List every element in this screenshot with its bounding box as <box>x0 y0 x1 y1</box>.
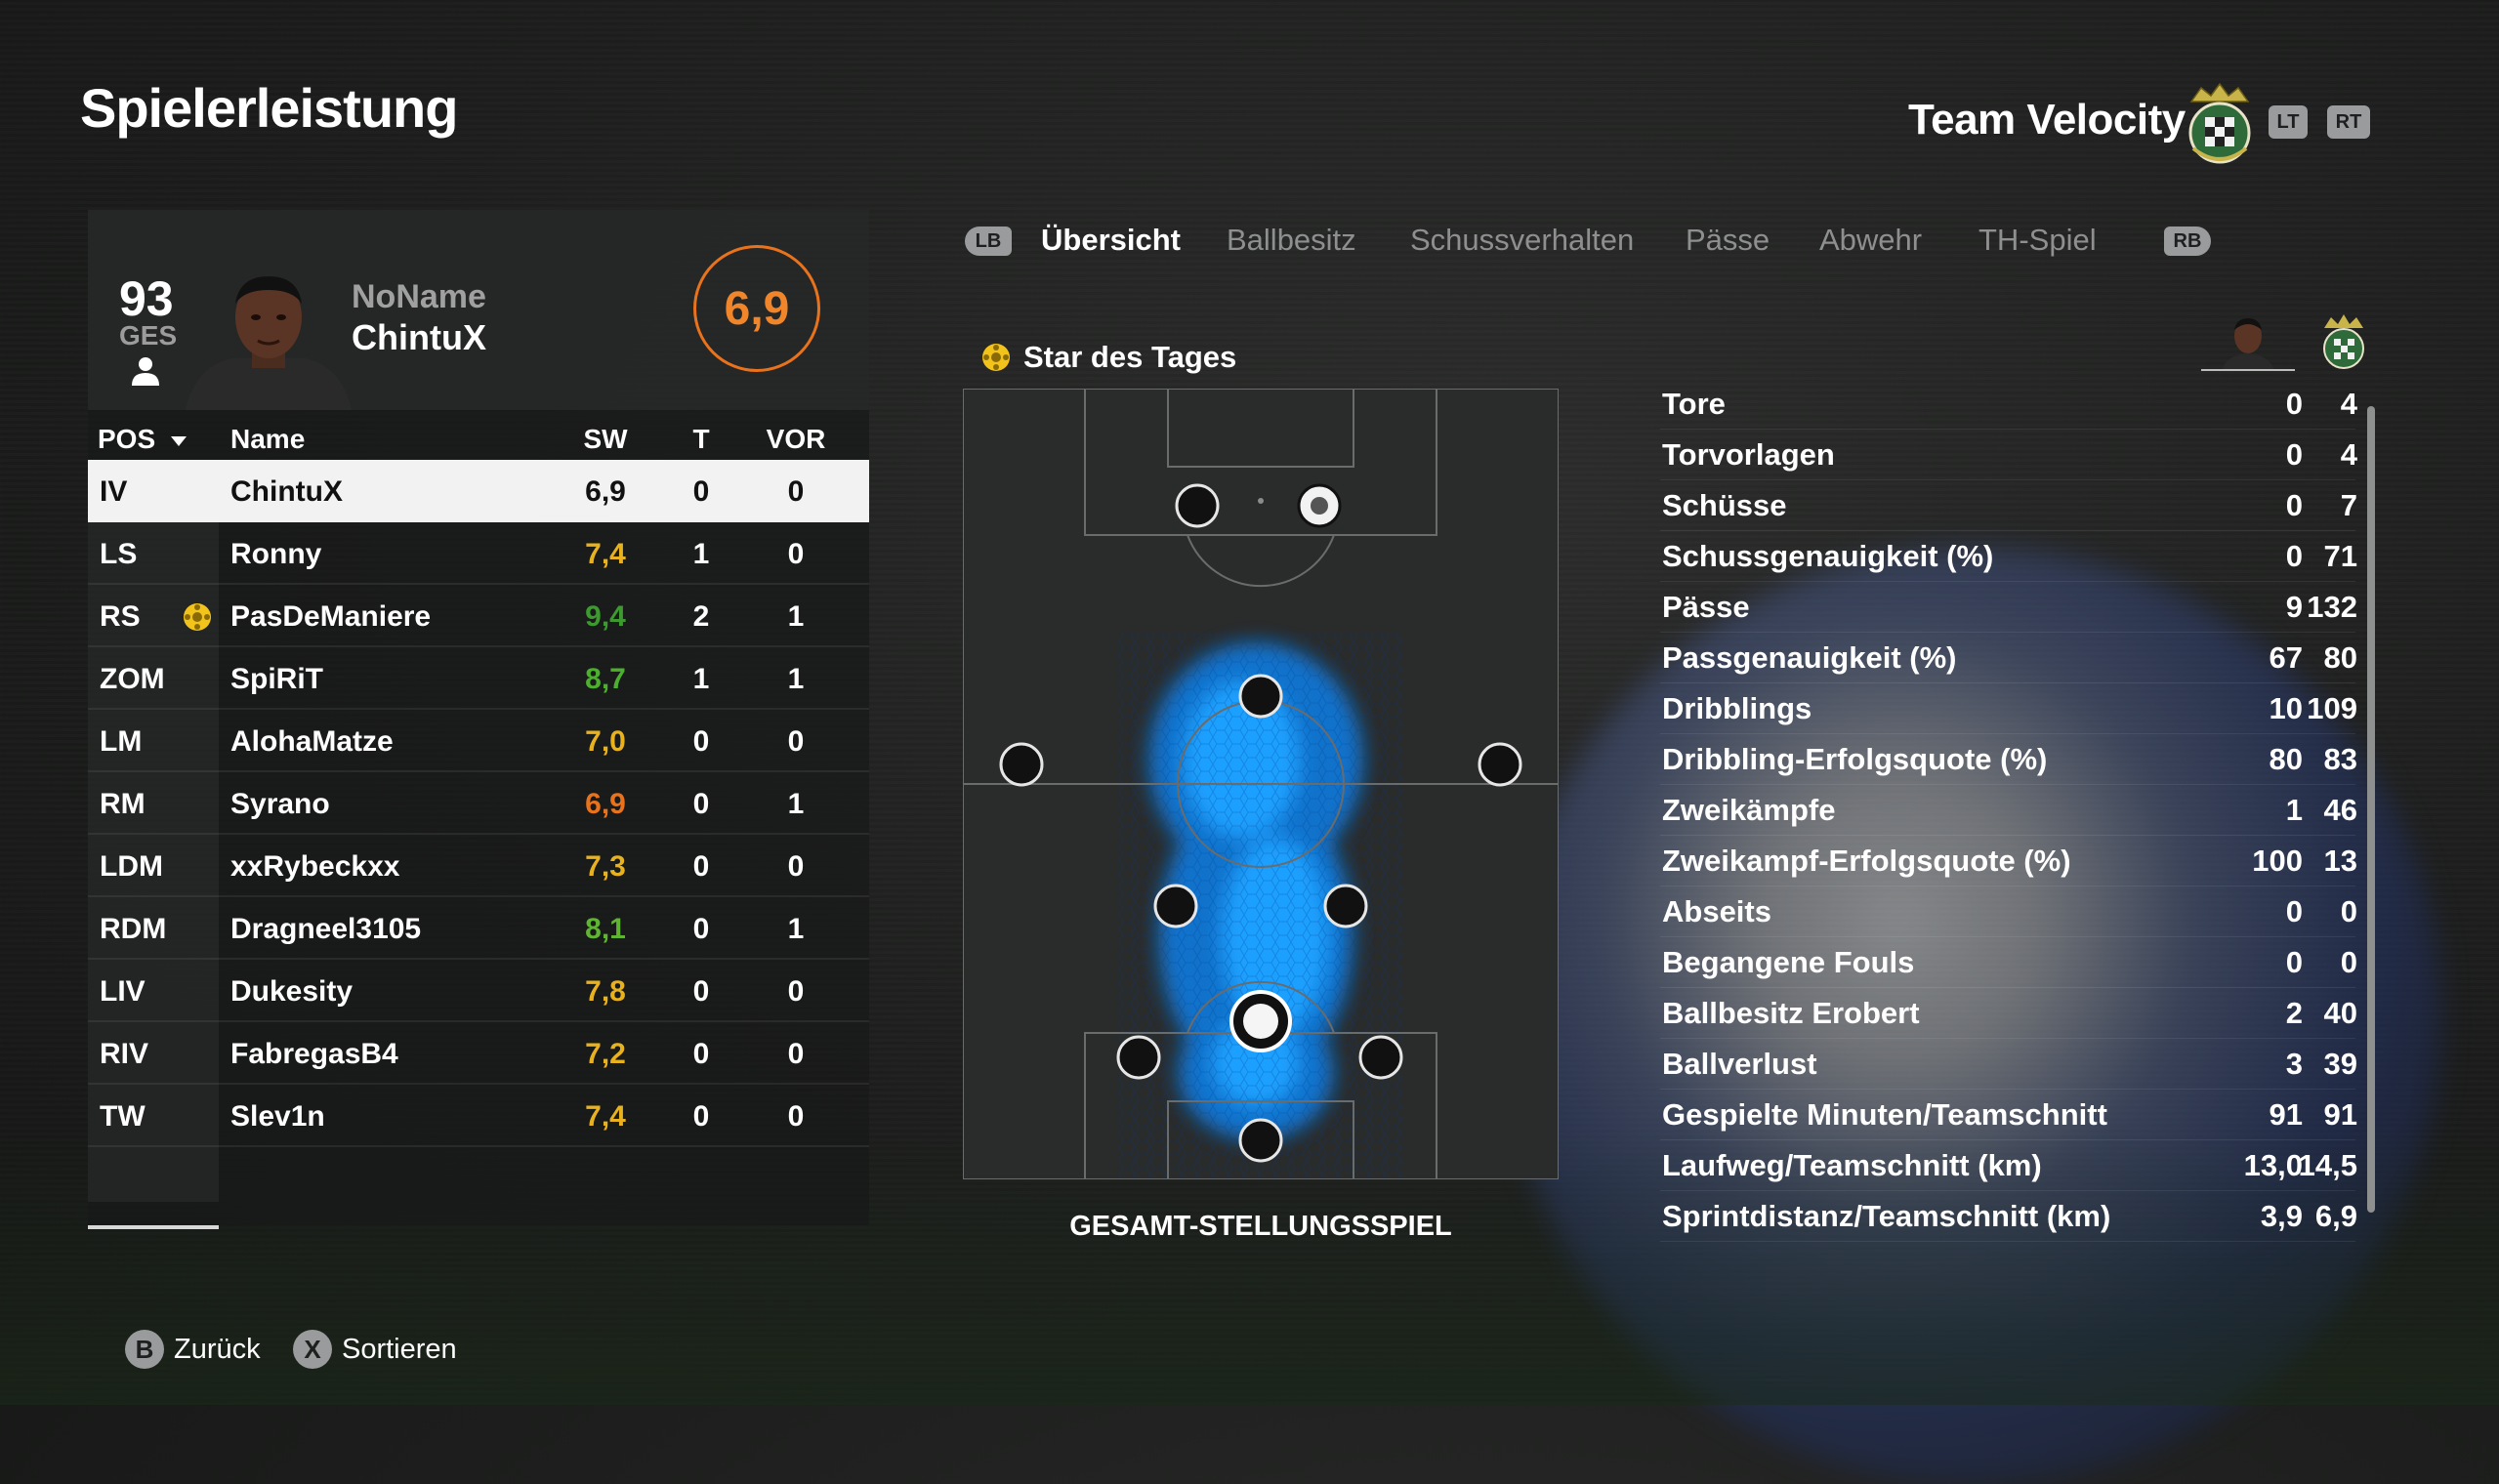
tab-ballbesitz[interactable]: Ballbesitz <box>1227 223 1356 257</box>
match-rating-circle: 6,9 <box>693 245 820 372</box>
player-header: 93 GES NoName ChintuX 6,9 <box>88 210 869 410</box>
selected-player-marker <box>1229 990 1292 1052</box>
t-header[interactable]: T <box>692 424 710 454</box>
stat-row: Ballverlust 3 39 <box>1660 1039 2357 1090</box>
table-row-selected[interactable]: IV ChintuX 6,9 0 0 <box>88 460 869 522</box>
tab-uebersicht[interactable]: Übersicht <box>1041 223 1181 257</box>
stat-row: Dribbling-Erfolgsquote (%) 80 83 <box>1660 734 2357 785</box>
table-row[interactable]: LDM xxRybeckxx 7,3 0 0 <box>88 835 869 897</box>
player-last-name: ChintuX <box>352 317 486 357</box>
sort-label: Sortieren <box>342 1333 457 1365</box>
star-of-the-day-icon <box>184 603 211 631</box>
pos-column-indicator <box>88 1225 219 1229</box>
stats-scrollbar[interactable] <box>2367 406 2375 1213</box>
rating-cell: 9,4 <box>585 600 626 633</box>
stat-row: Begangene Fouls 0 0 <box>1660 937 2357 988</box>
sort-hint[interactable]: X Sortieren <box>293 1330 457 1369</box>
team-crest-small-icon <box>2323 314 2364 369</box>
position-column-background <box>88 465 219 1202</box>
table-row[interactable]: TW Slev1n 7,4 0 0 <box>88 1085 869 1147</box>
table-row[interactable]: RM Syrano 6,9 0 1 <box>88 772 869 835</box>
stat-row: Abseits 0 0 <box>1660 886 2357 937</box>
star-player-marker <box>1297 483 1342 528</box>
back-hint[interactable]: B Zurück <box>125 1330 261 1369</box>
rating-cell: 7,4 <box>585 1100 626 1133</box>
stat-row: Schussgenauigkeit (%) 0 71 <box>1660 531 2357 582</box>
stat-row: Zweikämpfe 1 46 <box>1660 785 2357 836</box>
person-icon <box>132 357 159 386</box>
table-row[interactable]: RS PasDeManiere 9,4 2 1 <box>88 585 869 647</box>
stat-row: Torvorlagen 0 4 <box>1660 430 2357 480</box>
table-row[interactable]: LS Ronny 7,4 1 0 <box>88 522 869 585</box>
page-title: Spielerleistung <box>80 77 458 139</box>
player-list-panel: 93 GES NoName ChintuX 6,9 POS Name SW T … <box>88 210 869 1229</box>
star-of-the-day-icon <box>982 344 1010 371</box>
overall-rating: 93 <box>119 271 174 326</box>
player-first-name: NoName <box>352 278 486 315</box>
tab-abwehr[interactable]: Abwehr <box>1819 223 1923 257</box>
stat-row: Zweikampf-Erfolgsquote (%) 100 13 <box>1660 836 2357 886</box>
tab-schussverhalten[interactable]: Schussverhalten <box>1410 223 1635 257</box>
rating-cell: 8,1 <box>585 913 626 945</box>
tab-paesse[interactable]: Pässe <box>1686 223 1770 257</box>
table-header: POS Name SW T VOR <box>88 410 869 465</box>
star-of-the-day-label: Star des Tages <box>1023 340 1237 374</box>
rt-button[interactable]: RT <box>2327 105 2370 139</box>
stat-row: Pässe 9 132 <box>1660 582 2357 633</box>
vor-header[interactable]: VOR <box>766 424 826 454</box>
tab-th-spiel[interactable]: TH-Spiel <box>1978 223 2097 257</box>
pitch-caption: GESAMT-STELLUNGSSPIEL <box>1069 1211 1452 1242</box>
rating-cell: 6,9 <box>585 788 626 820</box>
stat-row: Schüsse 0 7 <box>1660 480 2357 531</box>
player-portrait-small <box>2201 318 2295 371</box>
stat-row: Tore 0 4 <box>1660 379 2357 430</box>
sw-header[interactable]: SW <box>583 424 628 454</box>
table-row[interactable]: RIV FabregasB4 7,2 0 0 <box>88 1022 869 1085</box>
player-portrait <box>186 276 352 410</box>
overall-label: GES <box>119 320 178 350</box>
star-of-the-day-legend: Star des Tages <box>980 338 1236 377</box>
stat-row: Gespielte Minuten/Teamschnitt 91 91 <box>1660 1090 2357 1140</box>
rating-cell: 6,9 <box>585 475 626 508</box>
sort-down-icon <box>170 436 187 446</box>
rating-cell: 8,7 <box>585 663 626 695</box>
rating-cell: 7,4 <box>585 538 626 570</box>
pos-sort-header[interactable]: POS <box>98 424 188 455</box>
match-rating: 6,9 <box>724 282 790 335</box>
rating-cell: 7,0 <box>585 725 626 758</box>
table-row[interactable]: RDM Dragneel3105 8,1 0 1 <box>88 897 869 960</box>
team-crest-icon <box>2188 82 2251 164</box>
lb-button[interactable]: LB <box>965 227 1012 256</box>
player-marker <box>999 483 1522 1163</box>
stat-row: Ballbesitz Erobert 2 40 <box>1660 988 2357 1039</box>
back-label: Zurück <box>174 1333 261 1365</box>
team-name: Team Velocity <box>1908 96 2186 144</box>
stat-row: Sprintdistanz/Teamschnitt (km) 3,9 6,9 <box>1660 1191 2357 1242</box>
table-row[interactable]: ZOM SpiRiT 8,7 1 1 <box>88 647 869 710</box>
rating-cell: 7,8 <box>585 975 626 1008</box>
table-row[interactable]: LM AlohaMatze 7,0 0 0 <box>88 710 869 772</box>
stat-row: Passgenauigkeit (%) 67 80 <box>1660 633 2357 683</box>
stat-row: Dribblings 10 109 <box>1660 683 2357 734</box>
b-button-icon: B <box>125 1330 164 1369</box>
rb-button[interactable]: RB <box>2164 227 2211 256</box>
x-button-icon: X <box>293 1330 332 1369</box>
rating-cell: 7,3 <box>585 850 626 883</box>
lt-button[interactable]: LT <box>2269 105 2308 139</box>
pitch-heatmap <box>963 389 1559 1179</box>
rating-cell: 7,2 <box>585 1038 626 1070</box>
table-row[interactable]: LIV Dukesity 7,8 0 0 <box>88 960 869 1022</box>
pitch-lines <box>963 389 1559 1179</box>
stat-row: Laufweg/Teamschnitt (km) 13,0 14,5 <box>1660 1140 2357 1191</box>
name-header[interactable]: Name <box>230 424 306 454</box>
